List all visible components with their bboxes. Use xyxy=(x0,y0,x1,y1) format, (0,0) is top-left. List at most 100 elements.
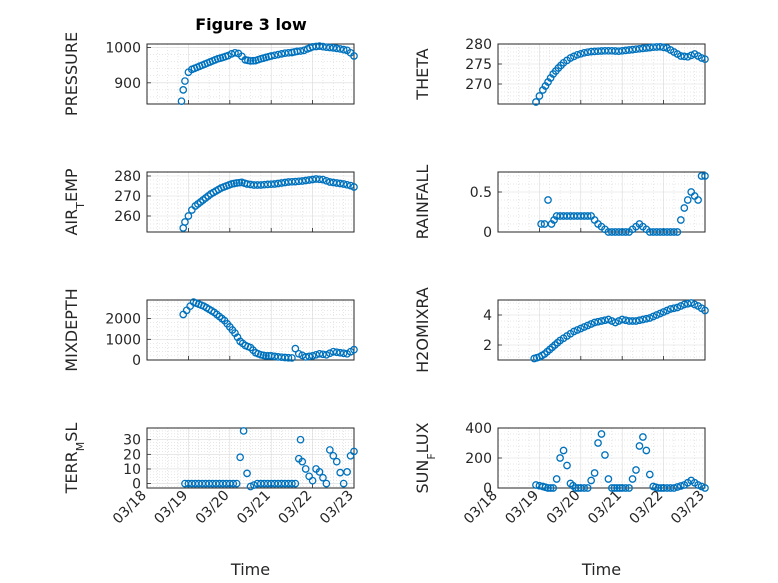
y-axis-label: THETA xyxy=(413,48,432,100)
x-tick-label: 03/22 xyxy=(276,488,316,528)
data-point xyxy=(571,484,580,492)
data-point xyxy=(546,484,555,492)
data-point xyxy=(235,178,244,187)
data-point xyxy=(350,447,358,456)
data-point xyxy=(339,349,348,358)
y-axis-label: AIRTEMP xyxy=(62,168,87,235)
data-point xyxy=(683,52,692,61)
data-point xyxy=(694,196,702,204)
data-point xyxy=(673,228,682,236)
data-point xyxy=(319,175,327,184)
subplot-8: 0 200 400 03/18 03/19 03/20 03/21 03/22 03/23 SUN… xyxy=(413,421,709,579)
data-point xyxy=(350,183,358,191)
data-point xyxy=(184,212,193,220)
data-point xyxy=(236,453,244,462)
data-point xyxy=(350,345,358,354)
subplot-2: 270 275 280 THETA xyxy=(413,37,709,106)
data-point xyxy=(625,484,633,492)
y-tick-label: 280 xyxy=(465,37,492,53)
data-point xyxy=(642,314,651,323)
subplot-3: 260 270 280 AIRTEMP xyxy=(62,168,358,236)
data-point xyxy=(267,52,276,60)
data-point xyxy=(580,484,589,492)
data-point xyxy=(262,352,270,360)
data-point xyxy=(645,470,654,479)
data-point xyxy=(701,484,709,492)
data-point xyxy=(232,479,241,488)
data-point xyxy=(697,54,706,62)
data-point xyxy=(635,316,644,325)
data-point xyxy=(231,48,239,57)
subplot-5: 0 1000 2000 MIXDEPTH xyxy=(62,288,358,372)
data-point xyxy=(597,430,606,438)
data-point xyxy=(544,196,552,204)
axes-box xyxy=(146,299,355,361)
data-point xyxy=(250,481,258,489)
data-point xyxy=(552,475,561,483)
y-tick-label: 30 xyxy=(123,433,141,449)
y-tick-label: 200 xyxy=(465,451,492,467)
data-point xyxy=(680,300,689,309)
data-point xyxy=(322,479,331,488)
data-point xyxy=(632,466,640,474)
data-point xyxy=(659,43,668,52)
data-point xyxy=(656,42,665,51)
y-tick-label: 0 xyxy=(132,477,141,493)
data-point xyxy=(179,86,188,94)
y-tick-label: 0 xyxy=(483,481,492,497)
data-point xyxy=(291,344,300,353)
data-point xyxy=(676,482,685,490)
y-tick-label: 4 xyxy=(483,308,492,324)
data-point xyxy=(632,317,640,325)
x-tick-label: 03/23 xyxy=(317,488,357,528)
data-point xyxy=(680,204,689,212)
data-point xyxy=(319,473,327,482)
data-point xyxy=(635,442,644,450)
x-tick-label: 03/21 xyxy=(585,488,625,528)
data-point xyxy=(618,315,627,324)
data-point xyxy=(556,454,564,462)
subplot-6: 2 4 H2OMIXRA xyxy=(413,287,709,373)
figure-title: Figure 3 low xyxy=(195,15,307,34)
x-tick-label: 03/23 xyxy=(668,488,708,528)
data-point xyxy=(594,317,602,326)
data-point xyxy=(329,451,338,460)
data-point xyxy=(298,457,307,466)
data-point xyxy=(181,77,189,85)
y-tick-label: 270 xyxy=(465,77,492,93)
data-point xyxy=(701,306,709,315)
y-tick-label: 1000 xyxy=(105,332,141,348)
data-point xyxy=(676,216,685,224)
data-point xyxy=(343,180,351,189)
y-tick-label: 275 xyxy=(465,57,492,73)
data-point xyxy=(573,50,582,59)
y-tick-label: 20 xyxy=(123,447,141,463)
data-point xyxy=(549,484,558,492)
data-point xyxy=(315,468,324,476)
data-point xyxy=(642,446,651,455)
data-point xyxy=(246,57,255,65)
data-point xyxy=(537,220,545,228)
y-axis-label: MIXDEPTH xyxy=(62,288,81,371)
data-point xyxy=(239,427,248,435)
data-point xyxy=(594,439,602,447)
data-point xyxy=(601,451,609,459)
data-point xyxy=(339,180,348,188)
y-tick-label: 10 xyxy=(123,462,141,478)
y-tick-label: 1000 xyxy=(105,41,141,57)
data-point xyxy=(683,196,692,204)
y-axis-label: H2OMIXRA xyxy=(413,287,432,373)
y-tick-label: 280 xyxy=(114,169,141,185)
axes-box xyxy=(146,427,355,489)
data-point xyxy=(654,484,663,492)
axes-box xyxy=(146,171,355,233)
x-axis-label: Time xyxy=(581,560,621,579)
data-point xyxy=(597,317,606,325)
data-point xyxy=(590,469,599,477)
data-point xyxy=(249,56,257,65)
y-axis-label: SUNFLUX xyxy=(413,422,438,493)
data-point xyxy=(339,45,348,54)
data-point xyxy=(583,212,592,220)
data-point xyxy=(532,98,540,106)
